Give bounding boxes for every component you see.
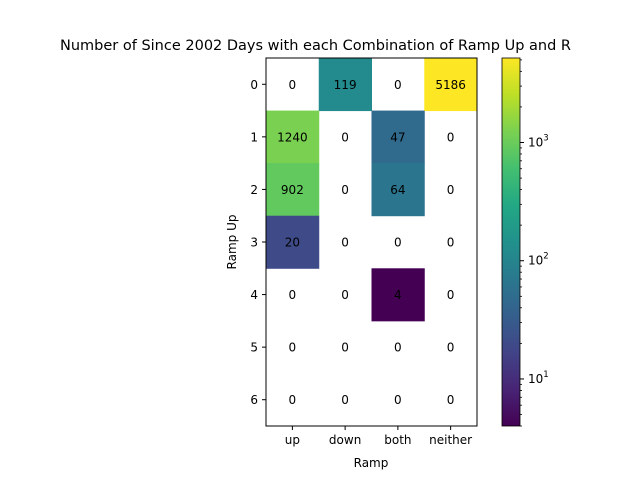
y-tick-label: 3 [250, 236, 258, 250]
x-tick-label: neither [429, 433, 472, 447]
heatmap-cell [371, 163, 425, 217]
y-tick-label: 4 [250, 288, 258, 302]
heatmap-cell [266, 163, 320, 217]
cell-value-label: 0 [341, 183, 349, 197]
cell-value-label: 0 [447, 341, 455, 355]
cell-value-label: 0 [394, 78, 402, 92]
colorbar-gradient [501, 57, 521, 427]
chart-title: Number of Since 2002 Days with each Comb… [60, 38, 571, 54]
cell-value-label: 0 [394, 393, 402, 407]
cell-value-label: 0 [341, 130, 349, 144]
cell-value-label: 0 [289, 288, 297, 302]
x-tick-label: up [285, 433, 300, 447]
y-tick-label: 2 [250, 183, 258, 197]
colorbar-tick-label: 101 [528, 370, 549, 386]
y-tick-label: 6 [250, 393, 258, 407]
heatmap-cell [424, 58, 478, 112]
cell-value-label: 4 [394, 288, 402, 302]
cell-value-label: 0 [341, 288, 349, 302]
cell-value-label: 64 [390, 183, 405, 197]
cell-value-label: 119 [334, 78, 357, 92]
x-axis: up down both neither [285, 426, 472, 447]
x-axis-label: Ramp [354, 456, 389, 470]
cell-value-label: 0 [447, 288, 455, 302]
cell-value-label: 1240 [277, 130, 308, 144]
y-tick-label: 5 [250, 341, 258, 355]
cell-value-label: 0 [447, 130, 455, 144]
heatmap-cell [266, 215, 320, 269]
x-tick-label: down [329, 433, 361, 447]
y-axis-label: Ramp Up [225, 215, 239, 270]
cell-value-label: 0 [394, 236, 402, 250]
cell-value-label: 0 [447, 236, 455, 250]
cell-value-label: 0 [394, 341, 402, 355]
heatmap-cell [371, 110, 425, 164]
cell-value-label: 47 [390, 130, 405, 144]
heatmap-cell [371, 268, 425, 322]
cell-value-label: 0 [447, 183, 455, 197]
heatmap-cell [318, 58, 372, 112]
cell-value-label: 5186 [435, 78, 466, 92]
cell-value-label: 0 [289, 78, 297, 92]
y-tick-label: 1 [250, 130, 258, 144]
cell-value-label: 0 [447, 393, 455, 407]
y-axis: 0 1 2 3 4 5 6 [250, 78, 266, 407]
y-tick-label: 0 [250, 78, 258, 92]
heatmap-cell [266, 110, 320, 164]
cell-value-label: 0 [341, 393, 349, 407]
x-tick-label: both [384, 433, 411, 447]
cell-value-label: 20 [285, 236, 300, 250]
cell-value-label: 0 [289, 393, 297, 407]
cell-value-label: 902 [281, 183, 304, 197]
plot-area: 0 119 0 5186 1240 0 47 0 902 0 64 0 20 0 0 0 0 0 4 0 0 0 0 0 0 0 0… [266, 58, 478, 407]
cell-value-label: 0 [341, 236, 349, 250]
cell-value-label: 0 [289, 341, 297, 355]
colorbar-tick-label: 103 [528, 134, 549, 150]
colorbar: 101 102 103 [501, 57, 549, 427]
colorbar-ticks: 101 102 103 [520, 59, 549, 427]
colorbar-tick-label: 102 [528, 252, 549, 268]
cell-value-label: 0 [341, 341, 349, 355]
